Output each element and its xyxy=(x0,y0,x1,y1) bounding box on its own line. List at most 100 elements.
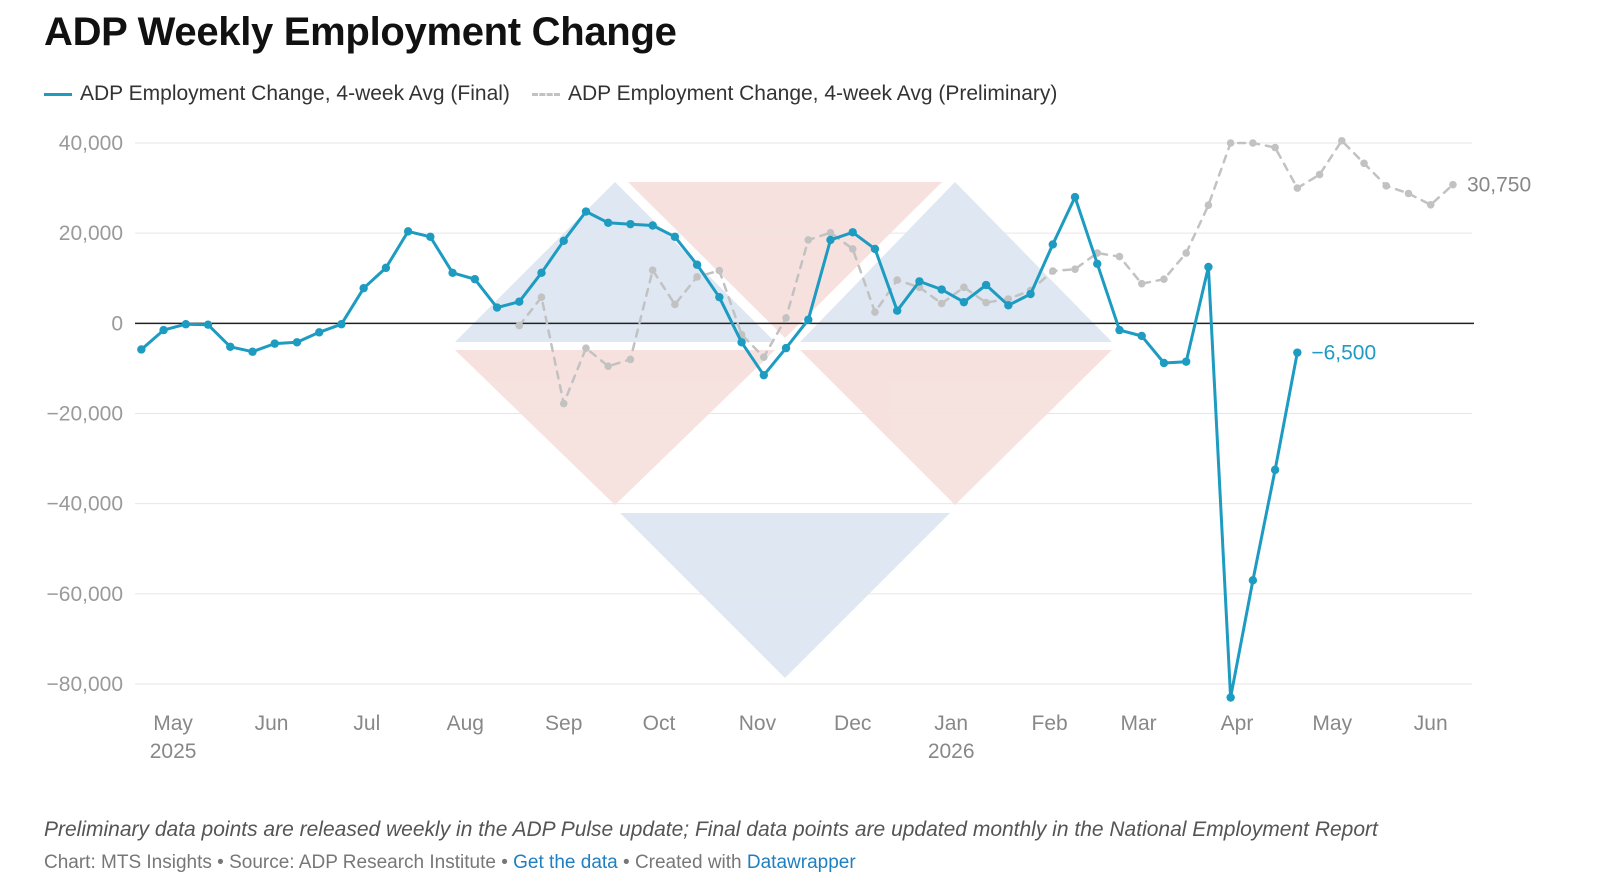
preliminary-point xyxy=(1115,252,1124,261)
final-point xyxy=(292,338,302,347)
final-point xyxy=(181,320,191,329)
series-layer xyxy=(137,136,1457,702)
preliminary-point xyxy=(937,299,946,308)
chart-footnote: Preliminary data points are released wee… xyxy=(44,818,1378,841)
final-point xyxy=(470,274,480,284)
preliminary-point xyxy=(1271,143,1279,152)
final-point xyxy=(581,207,591,216)
preliminary-point xyxy=(1382,182,1391,190)
y-tick-label: −60,000 xyxy=(47,583,124,606)
x-tick-label: Jun xyxy=(255,712,289,735)
legend-item-final: ADP Employment Change, 4-week Avg (Final… xyxy=(44,82,510,106)
final-point xyxy=(737,338,746,347)
final-point xyxy=(826,235,835,245)
x-tick-label: Sep xyxy=(545,712,582,735)
final-point xyxy=(1004,301,1013,310)
legend-item-preliminary: ADP Employment Change, 4-week Avg (Preli… xyxy=(531,82,1058,106)
final-point xyxy=(559,236,568,246)
final-point xyxy=(1159,358,1169,368)
x-tick-label: Jul xyxy=(353,712,380,735)
y-tick-label: −20,000 xyxy=(47,403,124,426)
credit-middle: • Created with xyxy=(617,852,747,873)
final-point xyxy=(226,342,235,351)
final-point xyxy=(648,221,657,230)
preliminary-point xyxy=(1160,275,1168,283)
final-point xyxy=(870,244,880,254)
x-tick-label: Oct xyxy=(643,712,676,735)
final-point xyxy=(670,232,680,241)
preliminary-point xyxy=(1137,279,1146,288)
preliminary-point xyxy=(1337,136,1346,145)
final-point xyxy=(537,268,546,278)
get-data-link[interactable]: Get the data xyxy=(513,852,618,873)
x-tick-label: Jan xyxy=(934,712,968,735)
preliminary-point xyxy=(1048,267,1057,275)
preliminary-point xyxy=(693,273,701,281)
y-tick-label: 40,000 xyxy=(59,132,123,155)
legend-label-preliminary: ADP Employment Change, 4-week Avg (Preli… xyxy=(567,82,1058,105)
x-axis: May 2025 Jun Jul Aug Sep Oct Nov Dec Jan 2026 Feb Ma… xyxy=(150,712,1448,763)
preliminary-point xyxy=(1449,180,1457,189)
x-tick-label: Apr xyxy=(1221,712,1254,735)
legend-swatch-final xyxy=(44,92,72,96)
chart-credit: Chart: MTS Insights • Source: ADP Resear… xyxy=(44,852,856,874)
final-point xyxy=(1248,576,1258,585)
datawrapper-link[interactable]: Datawrapper xyxy=(746,852,856,873)
line-chart: 40,000 20,000 0 −20,000 −40,000 −60,000 −80,00… xyxy=(47,132,1532,763)
legend-label-final: ADP Employment Change, 4-week Avg (Final… xyxy=(80,82,510,105)
end-label-final: −6,500 xyxy=(1311,342,1376,365)
preliminary-point xyxy=(1315,170,1324,179)
credit-prefix: Chart: MTS Insights • Source: ADP Resear… xyxy=(44,852,514,873)
final-point xyxy=(1181,357,1191,366)
end-label-preliminary: 30,750 xyxy=(1467,174,1531,197)
preliminary-point xyxy=(604,362,612,370)
final-point xyxy=(692,260,702,269)
final-point xyxy=(1093,259,1102,269)
final-point xyxy=(781,343,791,353)
final-point xyxy=(981,280,991,290)
preliminary-point xyxy=(671,300,679,309)
final-point xyxy=(426,232,435,241)
preliminary-point xyxy=(559,399,568,408)
y-tick-label: −40,000 xyxy=(47,493,124,516)
preliminary-point xyxy=(871,308,879,316)
final-point xyxy=(1115,325,1124,335)
y-axis: 40,000 20,000 0 −20,000 −40,000 −60,000 −80,00… xyxy=(47,132,124,696)
final-point xyxy=(314,328,324,337)
final-point xyxy=(137,345,146,354)
final-point xyxy=(937,285,946,294)
preliminary-point xyxy=(1004,295,1013,303)
final-point xyxy=(203,320,213,329)
x-tick-label: Feb xyxy=(1032,712,1068,735)
x-tick-label: Nov xyxy=(739,712,777,735)
preliminary-point xyxy=(804,236,813,244)
final-point xyxy=(159,325,168,335)
preliminary-point xyxy=(537,293,546,301)
end-labels: 30,750 −6,500 xyxy=(1311,174,1531,365)
preliminary-point xyxy=(760,353,768,361)
watermark-logo xyxy=(455,182,1112,678)
final-point xyxy=(892,306,902,315)
final-point xyxy=(359,283,368,293)
final-point xyxy=(626,219,635,229)
preliminary-point xyxy=(1204,201,1213,210)
x-tick-label: Mar xyxy=(1120,712,1156,735)
chart-title: ADP Weekly Employment Change xyxy=(44,10,677,54)
final-point xyxy=(603,218,613,227)
y-tick-label: 0 xyxy=(111,312,123,335)
final-point xyxy=(1226,693,1235,702)
preliminary-point xyxy=(1360,159,1368,168)
final-point xyxy=(1070,192,1080,202)
x-tick-label: May xyxy=(1312,712,1352,735)
x-tick-year-label: 2025 xyxy=(150,740,197,763)
preliminary-point xyxy=(626,355,635,364)
preliminary-point xyxy=(582,344,590,352)
preliminary-point xyxy=(1226,139,1235,147)
preliminary-point xyxy=(715,266,724,275)
final-point xyxy=(1026,289,1035,299)
final-point xyxy=(1137,331,1146,341)
x-tick-label: May xyxy=(153,712,193,735)
final-point xyxy=(1204,262,1213,272)
final-point xyxy=(1048,240,1057,249)
final-point xyxy=(1270,465,1280,475)
